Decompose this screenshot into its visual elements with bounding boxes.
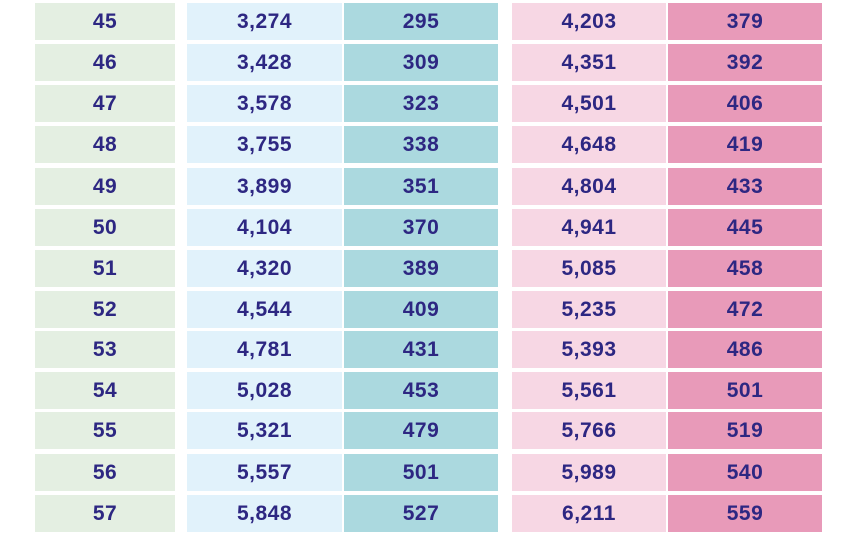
age-cell: 47: [35, 85, 175, 122]
value-cell: 370: [344, 209, 498, 246]
age-cell: 53: [35, 331, 175, 368]
table-row: 47 3,578 323 4,501 406: [0, 85, 863, 122]
value-cell: 453: [344, 372, 498, 409]
value-cell: 4,648: [512, 126, 666, 163]
value-cell: 486: [668, 331, 822, 368]
value-cell: 419: [668, 126, 822, 163]
table-row: 46 3,428 309 4,351 392: [0, 44, 863, 81]
age-cell: 55: [35, 412, 175, 449]
value-cell: 445: [668, 209, 822, 246]
table-row: 48 3,755 338 4,648 419: [0, 126, 863, 163]
value-cell: 5,561: [512, 372, 666, 409]
age-cell: 48: [35, 126, 175, 163]
age-cell: 52: [35, 291, 175, 328]
value-cell: 4,781: [187, 331, 342, 368]
value-cell: 409: [344, 291, 498, 328]
table-row: 57 5,848 527 6,211 559: [0, 495, 863, 532]
value-cell: 479: [344, 412, 498, 449]
value-cell: 295: [344, 3, 498, 40]
age-cell: 51: [35, 250, 175, 287]
age-cell: 45: [35, 3, 175, 40]
value-cell: 5,321: [187, 412, 342, 449]
value-cell: 540: [668, 454, 822, 491]
value-cell: 3,899: [187, 168, 342, 205]
table-row: 49 3,899 351 4,804 433: [0, 168, 863, 205]
value-cell: 5,028: [187, 372, 342, 409]
value-cell: 559: [668, 495, 822, 532]
value-cell: 4,941: [512, 209, 666, 246]
value-cell: 3,274: [187, 3, 342, 40]
value-cell: 5,085: [512, 250, 666, 287]
value-cell: 5,989: [512, 454, 666, 491]
table-row: 53 4,781 431 5,393 486: [0, 331, 863, 368]
table-row: 50 4,104 370 4,941 445: [0, 209, 863, 246]
age-cell: 50: [35, 209, 175, 246]
value-cell: 472: [668, 291, 822, 328]
value-cell: 501: [668, 372, 822, 409]
value-cell: 6,211: [512, 495, 666, 532]
value-cell: 527: [344, 495, 498, 532]
value-cell: 351: [344, 168, 498, 205]
table-row: 56 5,557 501 5,989 540: [0, 454, 863, 491]
age-cell: 56: [35, 454, 175, 491]
value-cell: 433: [668, 168, 822, 205]
value-cell: 4,544: [187, 291, 342, 328]
table-row: 52 4,544 409 5,235 472: [0, 291, 863, 328]
age-cell: 57: [35, 495, 175, 532]
value-cell: 4,320: [187, 250, 342, 287]
value-cell: 338: [344, 126, 498, 163]
table-row: 51 4,320 389 5,085 458: [0, 250, 863, 287]
value-cell: 323: [344, 85, 498, 122]
value-cell: 519: [668, 412, 822, 449]
value-cell: 4,351: [512, 44, 666, 81]
value-cell: 3,755: [187, 126, 342, 163]
value-cell: 4,501: [512, 85, 666, 122]
table-row: 54 5,028 453 5,561 501: [0, 372, 863, 409]
age-cell: 46: [35, 44, 175, 81]
value-cell: 389: [344, 250, 498, 287]
value-cell: 5,766: [512, 412, 666, 449]
value-cell: 406: [668, 85, 822, 122]
table-row: 45 3,274 295 4,203 379: [0, 3, 863, 40]
age-cell: 54: [35, 372, 175, 409]
age-cell: 49: [35, 168, 175, 205]
value-cell: 4,104: [187, 209, 342, 246]
value-cell: 4,804: [512, 168, 666, 205]
value-cell: 3,428: [187, 44, 342, 81]
value-cell: 4,203: [512, 3, 666, 40]
value-cell: 431: [344, 331, 498, 368]
value-cell: 392: [668, 44, 822, 81]
value-cell: 3,578: [187, 85, 342, 122]
value-cell: 379: [668, 3, 822, 40]
value-cell: 5,235: [512, 291, 666, 328]
value-cell: 458: [668, 250, 822, 287]
value-cell: 309: [344, 44, 498, 81]
value-cell: 5,848: [187, 495, 342, 532]
table-row: 55 5,321 479 5,766 519: [0, 412, 863, 449]
value-cell: 5,557: [187, 454, 342, 491]
value-cell: 501: [344, 454, 498, 491]
value-cell: 5,393: [512, 331, 666, 368]
